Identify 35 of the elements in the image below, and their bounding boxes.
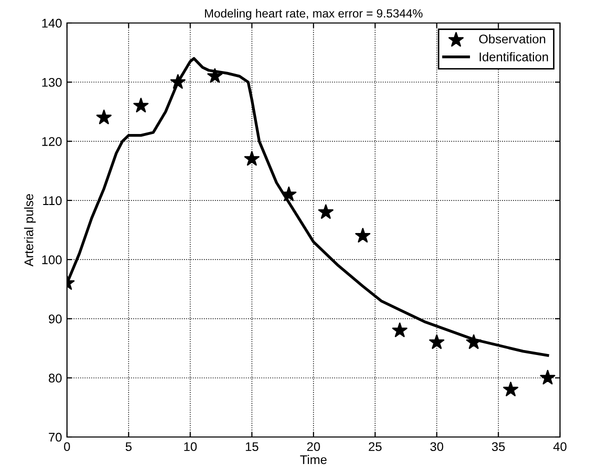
point [96, 110, 112, 124]
point [429, 334, 444, 349]
x-tick-label: 25 [368, 442, 382, 452]
x-axis-title: Time [300, 454, 327, 464]
point [503, 382, 518, 396]
x-tick-label: 5 [126, 442, 132, 452]
y-tick-label: 120 [42, 137, 62, 146]
chart-title: Modeling heart rate, max error = 9.5344% [205, 8, 423, 20]
point [133, 98, 149, 112]
point [318, 204, 334, 219]
legend-label: Identification [480, 52, 548, 62]
x-tick-label: 30 [430, 442, 444, 452]
point [355, 228, 370, 242]
y-tick-label: 80 [48, 374, 62, 383]
point [244, 151, 260, 166]
y-tick-label: 70 [48, 432, 62, 442]
point [207, 68, 223, 83]
y-tick-label: 110 [43, 196, 62, 206]
y-tick-label: 90 [48, 314, 62, 324]
legend-label: Observation [479, 34, 546, 44]
y-tick-label: 100 [42, 255, 62, 264]
point [170, 74, 186, 89]
point [281, 186, 296, 202]
x-tick-label: 10 [184, 442, 197, 452]
x-tick-label: 20 [307, 442, 320, 452]
y-axis-title: Arterial pulse [24, 194, 36, 266]
point [466, 334, 482, 349]
point [540, 370, 556, 384]
x-tick-label: 0 [64, 442, 70, 452]
y-tick-label: 140 [42, 18, 62, 28]
x-tick-label: 40 [553, 442, 566, 452]
point [392, 322, 408, 338]
y-tick-label: 130 [42, 78, 62, 87]
x-tick-label: 15 [246, 442, 258, 452]
x-tick-label: 35 [492, 442, 505, 452]
